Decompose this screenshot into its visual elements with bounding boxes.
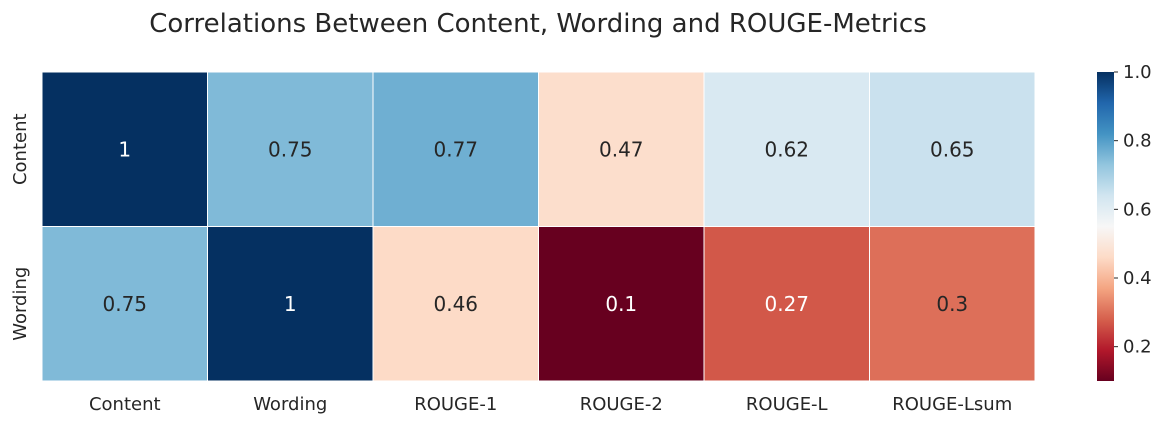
cell-value-label: 0.27 [764, 292, 809, 316]
y-tick-label: Wording [10, 267, 31, 341]
y-tick-label: Content [10, 113, 31, 185]
x-tick-label: ROUGE-L [746, 394, 828, 415]
y-axis-ticks: Content Wording [10, 113, 31, 340]
x-tick-label: Wording [253, 394, 327, 415]
cell-value-label: 0.77 [433, 137, 478, 161]
cell-value-label: 0.1 [605, 292, 637, 316]
heatmap-cell [207, 226, 374, 382]
cell-value-label: 1 [118, 137, 131, 161]
heatmap-cell [41, 71, 208, 227]
heatmap-cells: 1 0.75 0.77 0.47 0.62 0.65 0.75 1 0.46 0.1 0.27 0.3 [41, 71, 1036, 382]
x-tick-label: Content [89, 394, 161, 415]
cell-value-label: 0.65 [930, 137, 975, 161]
chart-title: Correlations Between Content, Wording an… [149, 9, 927, 39]
heatmap-cell [372, 226, 539, 382]
heatmap-cell [41, 226, 208, 382]
cell-value-label: 1 [284, 292, 297, 316]
heatmap-cell [207, 71, 374, 227]
heatmap-cell [703, 71, 870, 227]
heatmap-cell [538, 71, 705, 227]
x-tick-label: ROUGE-2 [580, 394, 663, 415]
cell-value-label: 0.62 [764, 137, 809, 161]
colorbar: 0.2 0.4 0.6 0.8 1.0 [1097, 62, 1152, 381]
cell-value-label: 0.75 [102, 292, 147, 316]
heatmap-cell [372, 71, 539, 227]
colorbar-tick-label: 0.8 [1123, 131, 1152, 152]
colorbar-tick-label: 1.0 [1123, 62, 1152, 83]
colorbar-tick-label: 0.4 [1123, 268, 1152, 289]
cell-value-label: 0.3 [936, 292, 968, 316]
heatmap-cell [869, 71, 1036, 227]
cell-value-label: 0.46 [433, 292, 478, 316]
cell-value-label: 0.75 [268, 137, 313, 161]
x-tick-label: ROUGE-Lsum [892, 394, 1012, 415]
cell-value-label: 0.47 [599, 137, 644, 161]
colorbar-gradient [1097, 72, 1114, 381]
colorbar-tick-label: 0.2 [1123, 337, 1152, 358]
heatmap-cell [538, 226, 705, 382]
x-tick-label: ROUGE-1 [414, 394, 497, 415]
x-axis-ticks: Content Wording ROUGE-1 ROUGE-2 ROUGE-L ROUGE… [89, 394, 1012, 415]
colorbar-tick-label: 0.6 [1123, 199, 1152, 220]
heatmap-cell [869, 226, 1036, 382]
